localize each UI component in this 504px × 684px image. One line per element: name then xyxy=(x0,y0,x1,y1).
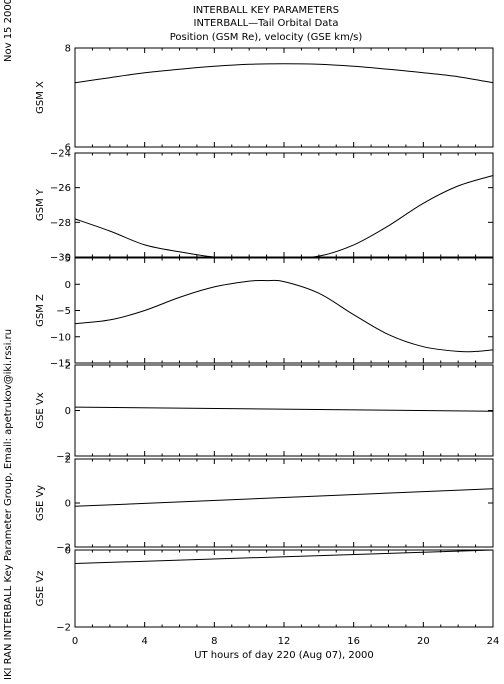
series-line-gse-vx xyxy=(74,406,494,412)
figure-title-line-3: Position (GSM Re), velocity (GSE km/s) xyxy=(170,32,363,43)
series-line-gsm-x xyxy=(74,63,494,84)
y-tick-label-gse-vy: 0 xyxy=(65,499,71,510)
x-tick-label: 24 xyxy=(487,636,500,647)
panel-frame-gse-vy xyxy=(74,458,494,548)
y-tick-label-gsm-z: −5 xyxy=(56,306,71,317)
x-tick-label: 20 xyxy=(417,636,430,647)
y-tick-label-gsm-y: −24 xyxy=(50,149,71,160)
y-tick-label-gsm-z: 0 xyxy=(65,280,71,291)
y-tick-label-gsm-z: −15 xyxy=(50,359,71,370)
y-tick-label-gsm-z: −10 xyxy=(50,332,71,343)
y-axis-label-gse-vz: GSE Vz xyxy=(35,571,46,607)
y-tick-label-gsm-x: 6 xyxy=(65,143,71,154)
y-tick-label-gsm-y: −28 xyxy=(50,218,71,229)
y-tick-label-gse-vx: −2 xyxy=(56,452,71,463)
panel-frame-gsm-x xyxy=(74,47,494,148)
x-axis-label: UT hours of day 220 (Aug 07), 2000 xyxy=(194,650,374,661)
y-tick-label-gse-vz: −2 xyxy=(56,623,71,634)
panel-frame-gsm-y xyxy=(74,152,494,258)
series-line-gsm-y xyxy=(74,175,494,259)
figure-title-line-1: INTERBALL KEY PARAMETERS xyxy=(193,5,339,16)
y-tick-label-gsm-y: −30 xyxy=(50,253,71,264)
side-credit-label: IKI RAN INTERBALL Key Parameter Group, E… xyxy=(3,329,14,680)
y-axis-label-gse-vy: GSE Vy xyxy=(35,485,46,521)
y-tick-label-gsm-y: −26 xyxy=(50,183,71,194)
side-date-label: Nov 15 2000 xyxy=(3,0,14,62)
figure-title-line-2: INTERBALL—Tail Orbital Data xyxy=(194,18,339,29)
y-axis-label-gsm-y: GSM Y xyxy=(35,188,46,221)
y-tick-label-gsm-x: 8 xyxy=(65,44,71,55)
panel-frame-gsm-z xyxy=(74,257,494,364)
series-line-gse-vz xyxy=(74,549,494,564)
x-tick-label: 0 xyxy=(72,636,78,647)
y-tick-label-gsm-z: 5 xyxy=(65,254,71,265)
series-line-gsm-z xyxy=(74,279,494,353)
y-axis-label-gsm-z: GSM Z xyxy=(35,294,46,327)
x-tick-label: 12 xyxy=(278,636,291,647)
y-tick-label-gse-vy: −2 xyxy=(56,543,71,554)
y-tick-label-gse-vz: 0 xyxy=(65,546,71,557)
x-tick-label: 16 xyxy=(347,636,360,647)
x-tick-label: 8 xyxy=(211,636,217,647)
y-tick-label-gse-vx: 2 xyxy=(65,361,71,372)
x-tick-label: 4 xyxy=(141,636,147,647)
series-line-gse-vy xyxy=(74,488,494,507)
y-tick-label-gse-vx: 0 xyxy=(65,406,71,417)
y-axis-label-gse-vx: GSE Vx xyxy=(35,392,46,428)
y-axis-label-gsm-x: GSM X xyxy=(35,81,46,114)
y-tick-label-gse-vy: 2 xyxy=(65,455,71,466)
